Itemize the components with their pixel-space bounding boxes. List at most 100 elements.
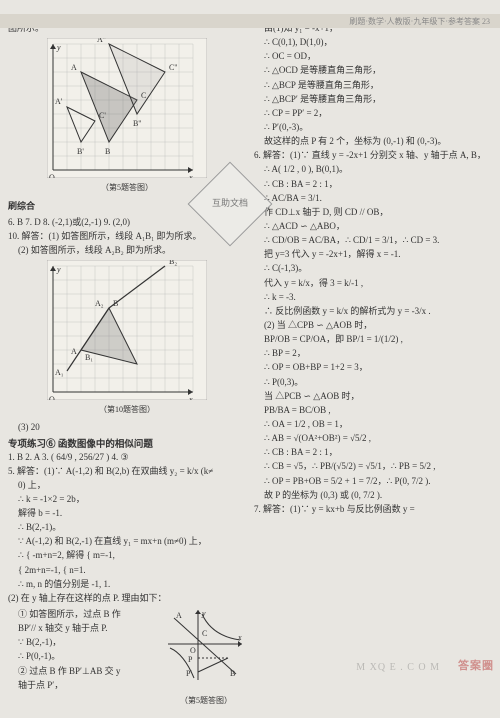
text-line: ② 过点 B 作 BP′⊥AB 交 y [8, 665, 160, 677]
left-column: 图所示。 OxyACBA'C'B'A''C''B'' （第5题答图） 刷综合 6… [8, 20, 246, 712]
text-line: 10. 解答：(1) 如答图所示，线段 A₁B₁ 即为所求。 [8, 230, 246, 242]
text-line: ∴ C(0,1), D(1,0)， [254, 36, 492, 48]
text-line: (2) 当 △CPB ∽ △AOB 时， [254, 319, 492, 331]
svg-text:P': P' [186, 669, 192, 678]
text-line: ∴ CB : BA = 2 : 1， [254, 446, 492, 458]
svg-text:B₁: B₁ [85, 353, 93, 362]
svg-text:B: B [230, 669, 235, 678]
text-line: ∴ m, n 的值分别是 -1, 1. [8, 578, 246, 590]
text-line: ∴ C(-1,3)。 [254, 262, 492, 274]
text-line: ∴ CP = PP′ = 2， [254, 107, 492, 119]
svg-text:y: y [56, 43, 61, 52]
svg-text:B'': B'' [133, 119, 142, 128]
right-column: 由(1)知 y₁ = -x+1，∴ C(0,1), D(1,0)，∴ OC = … [254, 20, 492, 712]
svg-text:A: A [176, 611, 182, 620]
watermark-main: 答案圈 [458, 657, 494, 673]
svg-text:A': A' [55, 97, 63, 106]
svg-text:O: O [49, 173, 55, 178]
page-header: 刷题·数学·人教版·九年级下·参考答案 23 [0, 14, 500, 28]
graph-caption: （第5题答图） [8, 182, 246, 193]
text-line: (2) 如答图所示，线段 A₂B₂ 即为所求。 [8, 244, 246, 256]
text-line: ∴ △ACD ∽ △ABO， [254, 220, 492, 232]
svg-text:y: y [56, 265, 61, 274]
svg-text:C'': C'' [169, 63, 178, 72]
text-line: ∴ OC = OD， [254, 50, 492, 62]
text-line: ∴ OP = PB+OB = 5/2 + 1 = 7/2，∴ P(0, 7/2 … [254, 475, 492, 487]
text-line: { 2m+n=-1, { n=1. [8, 564, 246, 576]
svg-text:A'': A'' [97, 38, 106, 44]
svg-text:C: C [141, 91, 146, 100]
text-line: 当 △PCB ∽ △AOB 时， [254, 390, 492, 402]
text-line: ∴ k = -1×2 = 2b， [8, 493, 246, 505]
text-line: ∴ △BCP 是等腰直角三角形， [254, 79, 492, 91]
solution-block: ∴ A( 1/2 , 0 ), B(0,1)。 ∴ CB : BA = 2 : 1… [254, 163, 492, 500]
text-line: ∴ CB : BA = 2 : 1， [254, 178, 492, 190]
svg-text:C: C [202, 629, 207, 638]
text-line: ∴ AC/BA = 3/1. [254, 192, 492, 204]
svg-text:y: y [201, 609, 206, 618]
graph-q10: Ox y A B A₁ B₁ A₂ B₂ [47, 260, 207, 400]
text-line: BP/OB = CP/OA，即 BP/1 = 1/(1/2) , [254, 333, 492, 345]
text-line: ∴ A( 1/2 , 0 ), B(0,1)。 [254, 163, 492, 175]
graph-q5: Ox y A C B A' C' B' A'' C'' B'' [47, 38, 207, 178]
text-line: 代入 y = k/x，得 3 = k/-1 , [254, 277, 492, 289]
text-line: 解得 b = -1. [8, 507, 246, 519]
svg-text:A: A [71, 347, 77, 356]
text-line: 把 y=3 代入 y = -2x+1，解得 x = -1. [254, 248, 492, 260]
page-content: 图所示。 OxyACBA'C'B'A''C''B'' （第5题答图） 刷综合 6… [0, 14, 500, 718]
svg-text:C': C' [99, 111, 106, 120]
text-line: ∴ P(0,-1)。 [8, 650, 160, 662]
section-title: 刷综合 [8, 199, 246, 212]
svg-text:x: x [237, 633, 242, 642]
text-line: ∴ B(2,-1)。 [8, 521, 246, 533]
text-line: ∴ P(0,3)。 [254, 376, 492, 388]
text-line: ∴ { -m+n=2, 解得 { m=-1, [8, 549, 246, 561]
text-line: 故 P 的坐标为 (0,3) 或 (0, 7/2 ). [254, 489, 492, 501]
text-line: ① 如答图所示，过点 B 作 [8, 608, 160, 620]
header-text: 刷题·数学·人教版·九年级下·参考答案 23 [349, 17, 490, 26]
text-line: 作 CD⊥x 轴于 D, 则 CD // OB， [254, 206, 492, 218]
svg-text:O: O [49, 395, 55, 400]
svg-text:B': B' [77, 147, 84, 156]
svg-text:B₂: B₂ [169, 260, 177, 266]
answer-row: 1. B 2. A 3. ( 64/9 , 256/27 ) 4. ③ [8, 452, 246, 463]
text-line: BP′// x 轴交 y 轴于点 P. [8, 622, 160, 634]
svg-text:A₂: A₂ [95, 299, 104, 308]
svg-text:B: B [105, 147, 110, 156]
text-line: 轴于点 P′， [8, 679, 160, 691]
text-line: 7. 解答：(1)∵ y = kx+b 与反比例函数 y = [254, 503, 492, 515]
solution-block: ① 如答图所示，过点 B 作 BP′// x 轴交 y 轴于点 P. ∵ B(2,-… [8, 606, 160, 693]
text-line: (3) 20 [8, 421, 246, 433]
text-line: ∵ A(-1,2) 和 B(2,-1) 在直线 y₁ = mx+n (m≠0) … [8, 535, 246, 547]
text-line: 故这样的点 P 有 2 个，坐标为 (0,-1) 和 (0,-3)。 [254, 135, 492, 147]
text-line: ∴ 反比例函数 y = k/x 的解析式为 y = -3/x . [254, 305, 492, 317]
text-line: 6. 解答：(1)∵ 直线 y = -2x+1 分别交 x 轴、y 轴于点 A,… [254, 149, 492, 161]
answer-row: 6. B 7. D 8. (-2,1)或(2,-1) 9. (2,0) [8, 215, 246, 228]
text-line: ∴ OP = OB+BP = 1+2 = 3， [254, 361, 492, 373]
text-line: ∴ k = -3. [254, 291, 492, 303]
solution-block: 0) 上， ∴ k = -1×2 = 2b， 解得 b = -1. ∴ B(2,-1)… [8, 479, 246, 590]
text-line: (2) 在 y 轴上存在这样的点 P. 理由如下： [8, 592, 246, 604]
text-line: 5. 解答：(1)∵ A(-1,2) 和 B(2,b) 在双曲线 y₂ = k/… [8, 465, 246, 477]
text-line: ∵ B(2,-1)， [8, 636, 160, 648]
text-line: 0) 上， [8, 479, 246, 491]
svg-text:B: B [113, 299, 118, 308]
svg-text:A: A [71, 63, 77, 72]
text-line: ∴ CB = √5，∴ PB/(√5/2) = √5/1，∴ PB = 5/2 … [254, 460, 492, 472]
svg-text:A₁: A₁ [55, 368, 64, 377]
svg-text:x: x [188, 173, 193, 178]
solution-block: 由(1)知 y₁ = -x+1，∴ C(0,1), D(1,0)，∴ OC = … [254, 22, 492, 147]
text-line: ∴ BP = 2， [254, 347, 492, 359]
text-line: ∴ CD/OB = AC/BA，∴ CD/1 = 3/1，∴ CD = 3. [254, 234, 492, 246]
svg-text:x: x [188, 395, 193, 400]
graph-caption: （第10题答图） [8, 404, 246, 415]
text-line: ∴ P′(0,-3)。 [254, 121, 492, 133]
watermark-site: M XQ E . C O M [356, 662, 440, 673]
text-line: ∴ △OCD 是等腰直角三角形， [254, 64, 492, 76]
graph-q5-small: OxyABPP'C [164, 606, 246, 684]
graph-caption: （第5题答图） [8, 695, 246, 706]
text-line: ∴ OA = 1/2 , OB = 1， [254, 418, 492, 430]
section-title: 专项练习⑥ 函数图像中的相似问题 [8, 436, 246, 450]
text-line: PB/BA = BC/OB , [254, 404, 492, 416]
text-line: ∴ △BCP′ 是等腰直角三角形， [254, 93, 492, 105]
